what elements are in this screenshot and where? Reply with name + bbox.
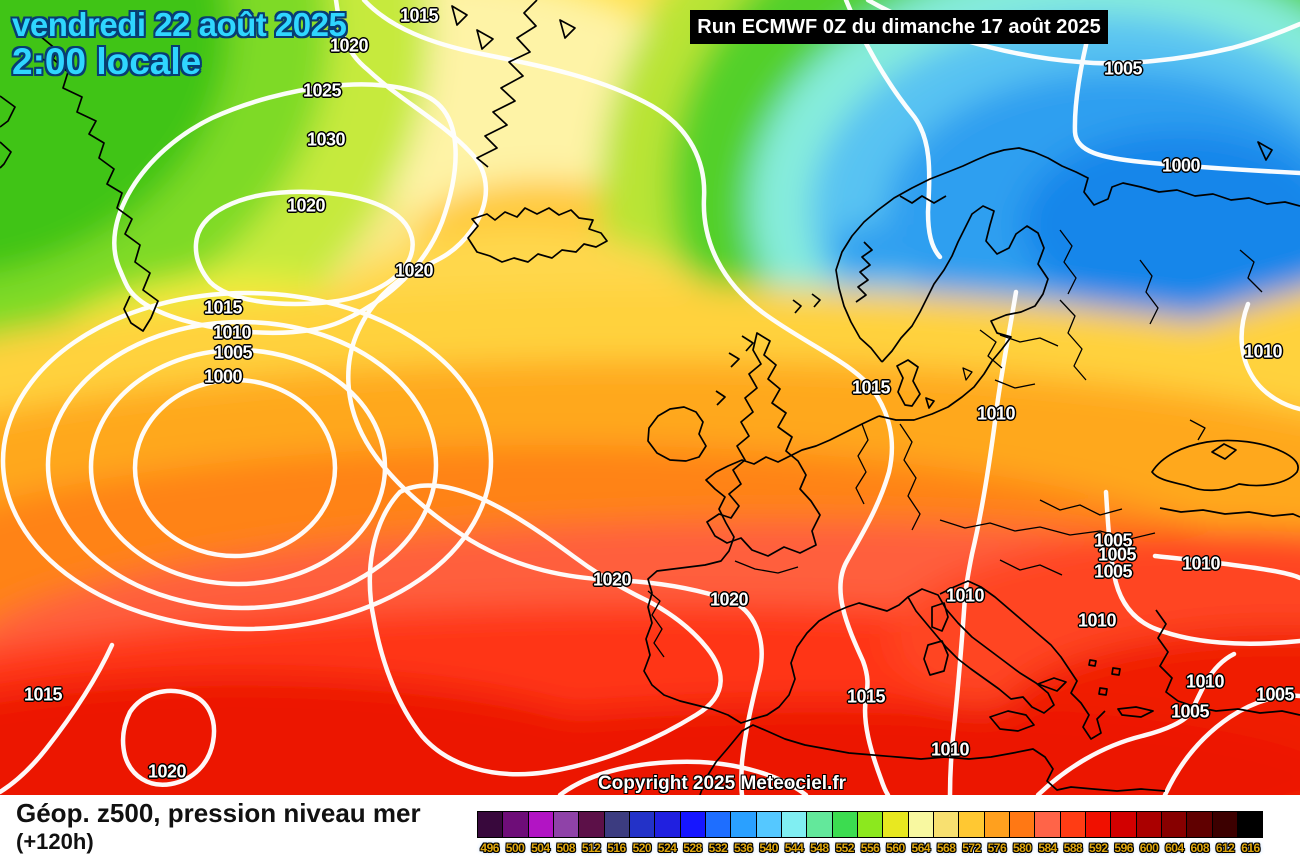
coastlines	[0, 0, 1300, 795]
colorbar-value: 532	[708, 841, 728, 855]
run-info-box: Run ECMWF 0Z du dimanche 17 août 2025	[690, 10, 1108, 44]
colorbar-cell	[1084, 811, 1111, 838]
forecast-time: 2:00 locale	[12, 40, 202, 82]
colorbar-cell	[628, 811, 655, 838]
colorbar-cell	[831, 811, 857, 838]
colorbar-values: 496 500 504 508 512 516 520 524 528 532 536 540 544 5…	[477, 841, 1263, 855]
copyright-text: Copyright 2025 Meteociel.fr	[597, 773, 847, 794]
colorbar-value: 572	[962, 841, 981, 855]
colorbar-value: 600	[1139, 841, 1159, 855]
colorbar-cell	[1034, 811, 1060, 838]
forecast-map	[0, 0, 1300, 795]
colorbar-value: 596	[1114, 841, 1133, 855]
run-info-text: Run ECMWF 0Z du dimanche 17 août 2025	[697, 15, 1101, 38]
colorbar-value: 584	[1038, 841, 1057, 855]
colorbar-value: 520	[632, 841, 652, 855]
colorbar-cell	[932, 811, 959, 838]
colorbar-value: 560	[886, 841, 905, 855]
forecast-datetime: vendredi 22 août 2025 2:00 locale	[12, 6, 347, 82]
colorbar-value: 592	[1089, 841, 1108, 855]
colorbar-cell	[1110, 811, 1136, 838]
map-canvas	[0, 0, 1300, 795]
colorbar-cell	[527, 811, 553, 838]
colorbar-value: 500	[505, 841, 525, 855]
colorbar: 496 500 504 508 512 516 520 524 528 532 536 540 544 5…	[477, 811, 1264, 855]
colorbar-cell	[603, 811, 629, 838]
colorbar-value: 612	[1215, 841, 1235, 855]
colorbar-value: 552	[835, 841, 854, 855]
colorbar-cell	[1059, 811, 1085, 838]
colorbar-cell	[1160, 811, 1187, 838]
colorbar-value: 508	[556, 841, 576, 855]
colorbar-value: 540	[759, 841, 778, 855]
colorbar-value: 580	[1012, 841, 1032, 855]
colorbar-cell	[780, 811, 807, 838]
colorbar-value: 512	[581, 841, 601, 855]
footer: Géop. z500, pression niveau mer (+120h) …	[0, 795, 1300, 867]
colorbar-cell	[958, 811, 984, 838]
colorbar-value: 524	[657, 841, 677, 855]
colorbar-cell	[983, 811, 1009, 838]
colorbar-cell	[654, 811, 680, 838]
colorbar-value: 544	[784, 841, 804, 855]
colorbar-value: 588	[1063, 841, 1083, 855]
colorbar-value: 548	[810, 841, 829, 855]
colorbar-value: 516	[607, 841, 626, 855]
colorbar-value: 536	[734, 841, 753, 855]
map-parameter-title: Géop. z500, pression niveau mer	[16, 798, 421, 828]
colorbar-cell	[502, 811, 528, 838]
colorbar-cell	[1008, 811, 1035, 838]
colorbar-cell	[907, 811, 933, 838]
colorbar-cell	[552, 811, 579, 838]
colorbar-cells	[477, 811, 1264, 838]
colorbar-cell	[856, 811, 883, 838]
colorbar-cell	[578, 811, 604, 838]
colorbar-value: 504	[531, 841, 550, 855]
colorbar-cell	[806, 811, 832, 838]
colorbar-value: 616	[1241, 841, 1260, 855]
colorbar-value: 604	[1165, 841, 1184, 855]
colorbar-cell	[1186, 811, 1212, 838]
country-borders	[647, 229, 1263, 658]
forecast-date: vendredi 22 août 2025	[12, 6, 347, 43]
colorbar-cell	[477, 811, 503, 838]
forecast-lead-time: (+120h)	[16, 829, 94, 854]
colorbar-cell	[1211, 811, 1237, 838]
colorbar-value: 564	[911, 841, 931, 855]
colorbar-value: 576	[987, 841, 1007, 855]
colorbar-cell	[679, 811, 705, 838]
colorbar-cell	[1135, 811, 1161, 838]
colorbar-value: 556	[860, 841, 880, 855]
colorbar-cell	[730, 811, 756, 838]
colorbar-cell	[882, 811, 908, 838]
colorbar-cell	[704, 811, 731, 838]
colorbar-cell	[755, 811, 781, 838]
colorbar-value: 528	[683, 841, 702, 855]
colorbar-value: 608	[1190, 841, 1209, 855]
colorbar-value: 568	[936, 841, 956, 855]
colorbar-cell	[1236, 811, 1264, 838]
isobar-lines	[0, 0, 1300, 795]
colorbar-value: 496	[480, 841, 499, 855]
